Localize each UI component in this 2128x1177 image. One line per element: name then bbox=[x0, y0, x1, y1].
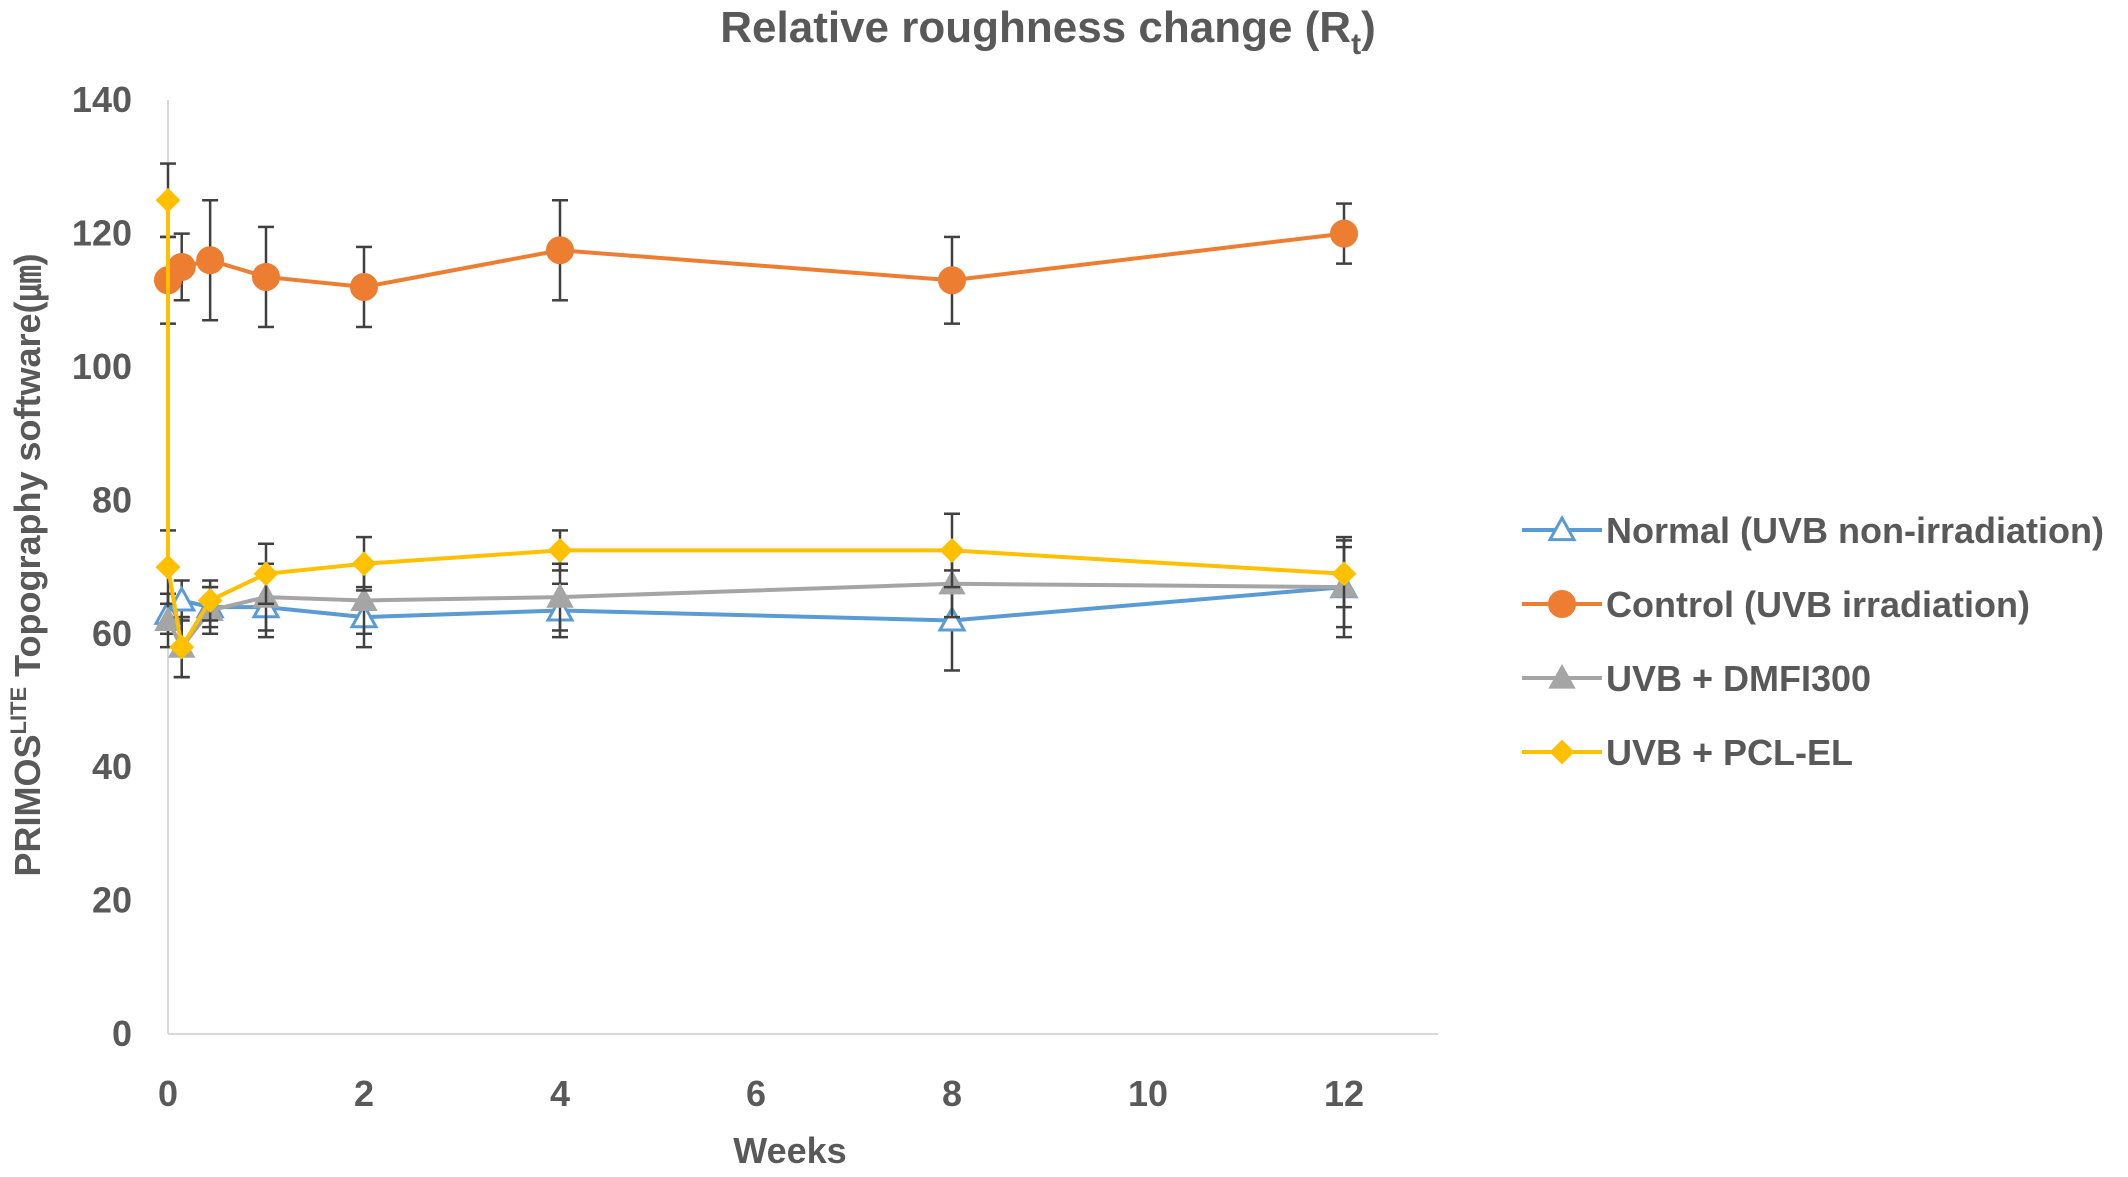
y-tick-label: 120 bbox=[72, 213, 132, 254]
legend-label: UVB + PCL-EL bbox=[1606, 732, 1853, 773]
data-point bbox=[938, 266, 966, 295]
data-point bbox=[547, 538, 573, 563]
legend-label: UVB + DMFI300 bbox=[1606, 658, 1871, 699]
series-3 bbox=[155, 162, 1357, 679]
x-tick-label: 8 bbox=[942, 1073, 962, 1114]
data-point bbox=[350, 272, 378, 301]
data-point bbox=[546, 236, 574, 265]
data-point bbox=[167, 252, 196, 281]
data-point bbox=[351, 551, 377, 577]
y-tick-label: 80 bbox=[92, 479, 132, 520]
data-point bbox=[154, 606, 182, 632]
data-point bbox=[1547, 514, 1577, 542]
data-point bbox=[196, 246, 225, 275]
legend-item: UVB + DMFI300 bbox=[1522, 658, 1871, 699]
x-tick-label: 6 bbox=[746, 1073, 766, 1114]
data-point bbox=[350, 586, 378, 612]
plot-area bbox=[153, 162, 1359, 679]
y-axis-ticks: 0 20 40 60 80 100 120 140 bbox=[72, 79, 132, 1054]
y-tick-label: 20 bbox=[92, 880, 132, 921]
y-tick-label: 40 bbox=[92, 746, 132, 787]
data-point bbox=[937, 605, 967, 632]
data-point bbox=[155, 187, 181, 213]
data-point bbox=[546, 583, 574, 608]
data-point bbox=[252, 262, 280, 291]
data-point bbox=[1548, 590, 1576, 618]
series-1 bbox=[154, 199, 1358, 329]
data-point bbox=[253, 561, 279, 587]
data-point bbox=[1330, 219, 1358, 248]
y-tick-label: 60 bbox=[92, 613, 132, 654]
chart-title: Relative roughness change (Rt) bbox=[720, 3, 1375, 61]
legend-item: Control (UVB irradiation) bbox=[1522, 584, 2030, 625]
data-point bbox=[1548, 663, 1576, 689]
x-tick-label: 10 bbox=[1128, 1073, 1168, 1114]
data-point bbox=[155, 554, 181, 580]
legend-item: UVB + PCL-EL bbox=[1522, 732, 1853, 773]
series-line bbox=[166, 231, 1345, 289]
legend-label: Normal (UVB non-irradiation) bbox=[1606, 510, 2104, 551]
data-point bbox=[939, 538, 965, 563]
x-tick-label: 2 bbox=[354, 1073, 374, 1114]
x-tick-label: 0 bbox=[158, 1073, 178, 1114]
x-tick-label: 4 bbox=[550, 1073, 570, 1114]
data-point bbox=[1331, 561, 1357, 587]
data-point bbox=[1549, 739, 1575, 765]
y-axis-title: PRIMOSLITE Topography software(㎛) bbox=[6, 253, 49, 876]
data-point bbox=[169, 634, 195, 660]
legend: Normal (UVB non-irradiation) Control (UVB… bbox=[1522, 510, 2104, 773]
y-tick-label: 0 bbox=[112, 1013, 132, 1054]
y-tick-label: 140 bbox=[72, 79, 132, 120]
error-bars bbox=[160, 535, 1352, 672]
y-tick-label: 100 bbox=[72, 346, 132, 387]
legend-item: Normal (UVB non-irradiation) bbox=[1522, 510, 2104, 551]
legend-label: Control (UVB irradiation) bbox=[1606, 584, 2030, 625]
data-point bbox=[197, 588, 223, 613]
x-axis-ticks: 0 2 4 6 8 10 12 bbox=[158, 1073, 1364, 1114]
x-tick-label: 12 bbox=[1324, 1073, 1364, 1114]
series-0 bbox=[153, 535, 1359, 672]
x-axis-title: Weeks bbox=[733, 1130, 846, 1171]
